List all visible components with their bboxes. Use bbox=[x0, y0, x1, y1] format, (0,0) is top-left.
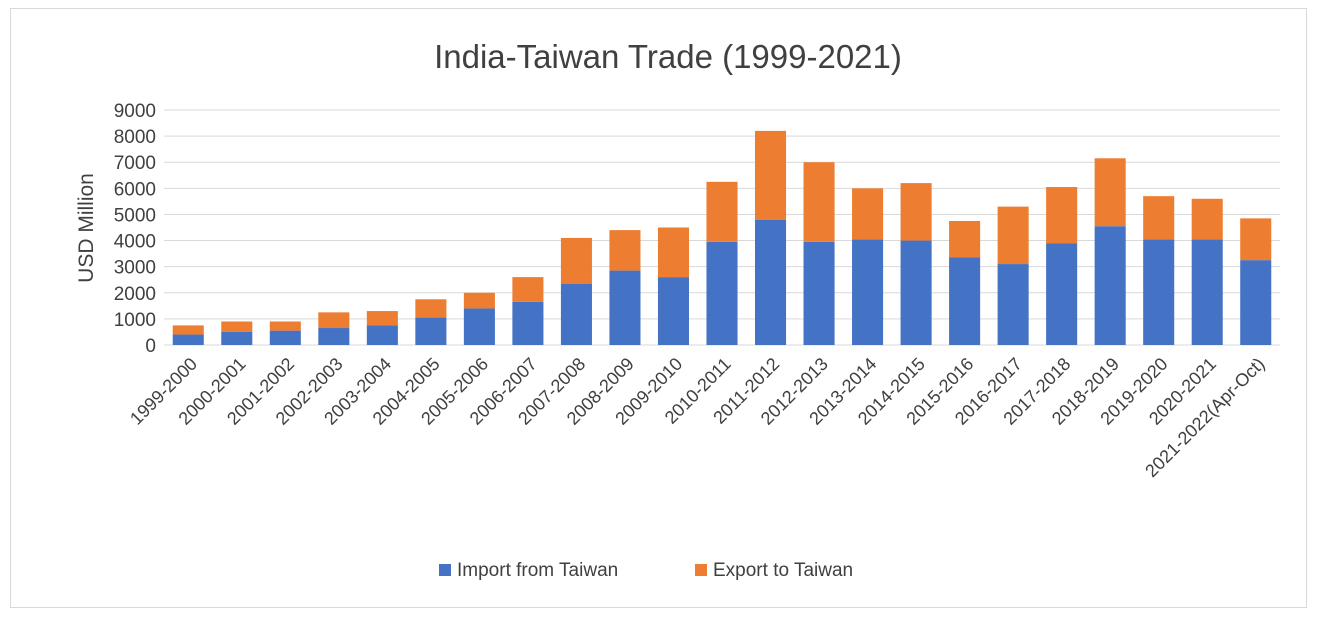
bar-import bbox=[415, 318, 446, 345]
bar-export bbox=[706, 182, 737, 242]
bar-import bbox=[1046, 243, 1077, 345]
bar-export bbox=[464, 293, 495, 309]
bar-export bbox=[512, 277, 543, 302]
bar-export bbox=[367, 311, 398, 325]
y-tick-label: 0 bbox=[145, 336, 156, 357]
bar-import bbox=[1095, 226, 1126, 345]
bar-export bbox=[658, 228, 689, 278]
bar-export bbox=[1143, 196, 1174, 239]
bar-export bbox=[998, 207, 1029, 264]
bar-import bbox=[949, 258, 980, 345]
bar-export bbox=[270, 322, 301, 331]
bar-export bbox=[949, 221, 980, 258]
y-tick-label: 1000 bbox=[114, 310, 156, 331]
bar-import bbox=[901, 241, 932, 345]
bar-import bbox=[609, 271, 640, 345]
bars bbox=[173, 131, 1272, 345]
bar-import bbox=[804, 242, 835, 345]
y-tick-label: 4000 bbox=[114, 232, 156, 253]
bar-export bbox=[1240, 218, 1271, 260]
bar-export bbox=[415, 299, 446, 317]
bar-import bbox=[1240, 260, 1271, 345]
bar-import bbox=[464, 308, 495, 345]
bar-export bbox=[804, 162, 835, 242]
bar-export bbox=[901, 183, 932, 240]
bar-import bbox=[852, 239, 883, 345]
bar-import bbox=[270, 331, 301, 345]
chart-title: India-Taiwan Trade (1999-2021) bbox=[434, 38, 902, 75]
bar-export bbox=[852, 188, 883, 239]
bar-import bbox=[1143, 239, 1174, 345]
y-tick-label: 6000 bbox=[114, 179, 156, 200]
y-tick-label: 8000 bbox=[114, 127, 156, 148]
legend-label: Export to Taiwan bbox=[713, 560, 853, 581]
y-tick-label: 2000 bbox=[114, 284, 156, 305]
y-axis-label: USD Million bbox=[75, 173, 98, 283]
bar-export bbox=[318, 312, 349, 328]
y-axis-ticks: 0 1000 2000 3000 4000 5000 6000 7000 8000 9000 bbox=[114, 101, 156, 357]
bar-export bbox=[561, 238, 592, 284]
bar-import bbox=[1192, 239, 1223, 345]
bar-import bbox=[561, 284, 592, 345]
x-axis-ticks: 1999-20002000-20012001-20022002-20032003… bbox=[126, 354, 1268, 481]
bar-export bbox=[173, 325, 204, 334]
legend-swatch bbox=[439, 564, 451, 576]
y-tick-label: 5000 bbox=[114, 205, 156, 226]
bar-import bbox=[658, 277, 689, 345]
bar-export bbox=[1095, 158, 1126, 226]
y-tick-label: 9000 bbox=[114, 101, 156, 122]
bar-import bbox=[221, 332, 252, 345]
bar-export bbox=[221, 322, 252, 332]
bar-import bbox=[318, 328, 349, 345]
legend-label: Import from Taiwan bbox=[457, 560, 618, 581]
bar-export bbox=[609, 230, 640, 270]
legend-swatch bbox=[695, 564, 707, 576]
bar-import bbox=[512, 302, 543, 345]
bar-import bbox=[367, 325, 398, 345]
bar-import bbox=[755, 220, 786, 345]
legend: Import from Taiwan Export to Taiwan bbox=[439, 560, 853, 581]
bar-export bbox=[1192, 199, 1223, 239]
bar-import bbox=[173, 335, 204, 345]
bar-export bbox=[755, 131, 786, 220]
bar-import bbox=[998, 264, 1029, 345]
y-tick-label: 3000 bbox=[114, 258, 156, 279]
bar-export bbox=[1046, 187, 1077, 243]
bar-import bbox=[706, 242, 737, 345]
y-tick-label: 7000 bbox=[114, 153, 156, 174]
